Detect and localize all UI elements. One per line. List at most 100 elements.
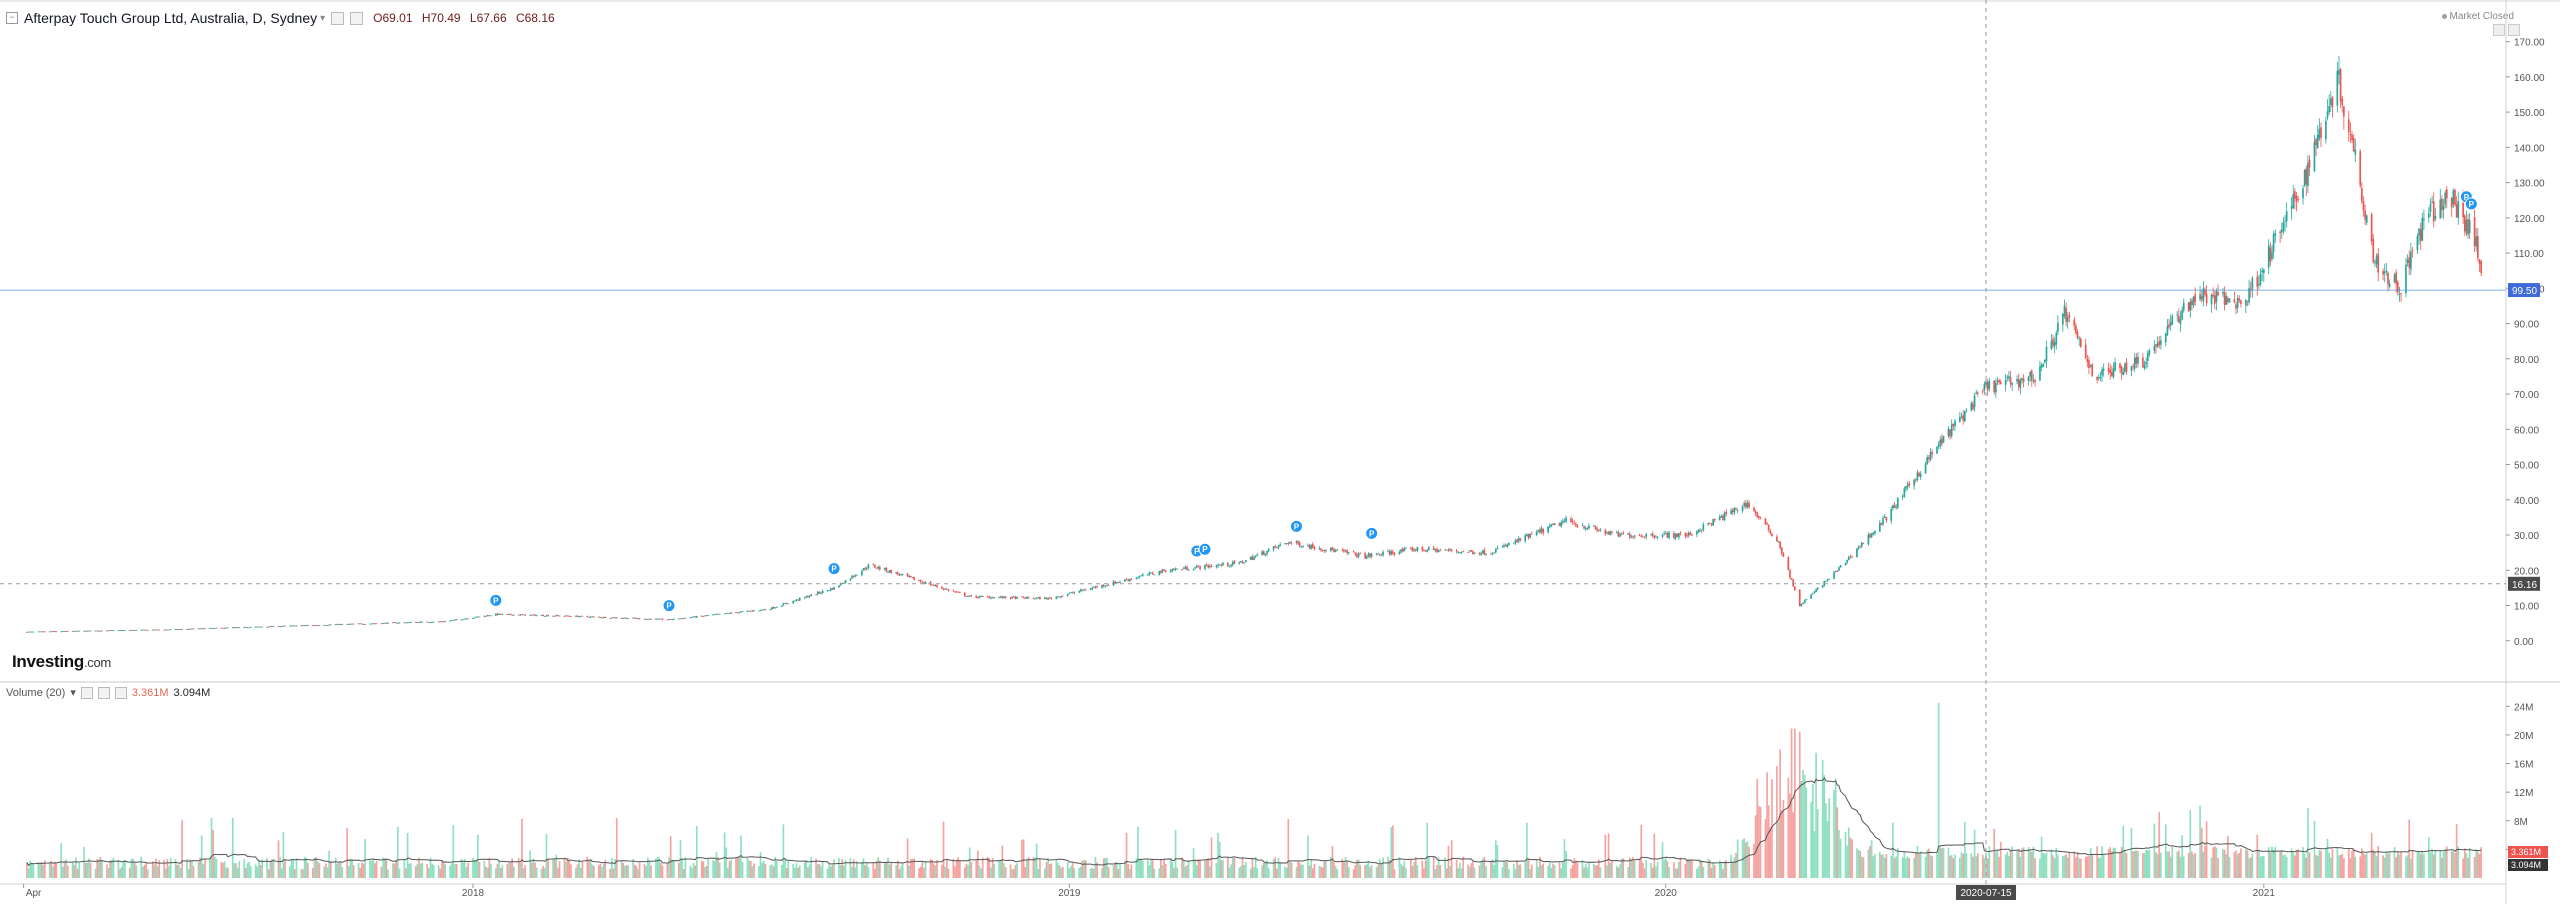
- candle-body: [213, 628, 216, 629]
- volume-bar: [1939, 847, 1942, 878]
- candle-body: [1939, 439, 1942, 446]
- dividend-marker-icon[interactable]: P: [2464, 197, 2478, 211]
- candle-body: [2063, 305, 2066, 317]
- candle-body: [83, 630, 85, 632]
- volume-bar: [2442, 852, 2445, 878]
- collapse-icon[interactable]: −: [6, 12, 18, 24]
- candle: [266, 626, 268, 628]
- zoom-in-icon[interactable]: [2493, 24, 2505, 36]
- volume-bar: [645, 866, 647, 878]
- candle-body: [1604, 529, 1607, 534]
- candle: [1405, 546, 1407, 549]
- volume-bar: [895, 865, 897, 878]
- candle: [535, 614, 538, 617]
- volume-bar: [44, 860, 46, 878]
- candle-body: [2227, 298, 2229, 302]
- volume-bar: [1434, 869, 1437, 878]
- close-icon[interactable]: [350, 11, 364, 25]
- volume-bar: [2066, 857, 2069, 878]
- volume-bar: [624, 865, 626, 878]
- volume-bar: [1001, 845, 1004, 878]
- volume-bar: [1457, 868, 1460, 878]
- volume-bar: [604, 859, 607, 878]
- candle: [2091, 363, 2094, 378]
- dividend-marker-icon[interactable]: P: [1365, 526, 1379, 540]
- volume-bar: [1382, 857, 1384, 878]
- volume-bar: [1302, 864, 1304, 878]
- dividend-marker-icon[interactable]: P: [662, 599, 676, 613]
- volume-bar: [1195, 865, 1198, 878]
- candle: [601, 617, 603, 619]
- volume-bar: [1343, 861, 1345, 878]
- candle: [1401, 546, 1404, 553]
- candle-body: [2441, 198, 2443, 211]
- candle-body: [875, 567, 878, 569]
- candle: [258, 626, 260, 628]
- volume-bar: [875, 860, 878, 878]
- candle: [382, 622, 384, 624]
- candle: [1901, 494, 1904, 501]
- dividend-marker-icon[interactable]: P: [1198, 542, 1212, 556]
- chevron-down-icon[interactable]: ▾: [70, 687, 76, 699]
- candle: [1047, 597, 1049, 601]
- candle-body: [1699, 530, 1701, 531]
- candle-body: [2008, 376, 2010, 379]
- volume-bar: [2156, 854, 2159, 878]
- candle: [372, 623, 375, 625]
- candle-body: [472, 617, 474, 619]
- candle: [1181, 568, 1183, 571]
- candle-body: [2099, 376, 2102, 379]
- volume-bar: [1588, 861, 1590, 878]
- candle: [952, 589, 955, 592]
- candle: [522, 614, 525, 616]
- volume-bar: [486, 867, 489, 878]
- candle: [1710, 522, 1713, 527]
- volume-bar: [1011, 869, 1014, 878]
- candle-body: [1950, 424, 1953, 436]
- candle: [284, 625, 286, 627]
- candle-body: [638, 618, 641, 620]
- volume-bar: [1686, 859, 1688, 878]
- dividend-marker-icon[interactable]: P: [1289, 519, 1303, 533]
- volume-bar: [2169, 856, 2172, 878]
- candle-body: [1267, 549, 1270, 552]
- visibility-icon[interactable]: [80, 686, 93, 699]
- volume-bar: [1638, 858, 1641, 878]
- symbol-title[interactable]: Afterpay Touch Group Ltd, Australia, D, …: [24, 10, 318, 26]
- candle-body: [521, 614, 523, 616]
- candle: [1462, 550, 1464, 553]
- dividend-marker-icon[interactable]: P: [489, 593, 503, 607]
- volume-bar: [839, 865, 842, 878]
- candle-body: [1127, 579, 1130, 581]
- candle: [2351, 131, 2353, 144]
- candle-body: [913, 577, 915, 581]
- candle: [2349, 122, 2352, 143]
- candle: [1414, 548, 1417, 552]
- logo-suffix: .com: [83, 655, 111, 670]
- candle: [128, 629, 131, 631]
- candle-body: [1106, 585, 1108, 586]
- candle: [890, 569, 893, 574]
- candle: [1160, 570, 1162, 575]
- settings-icon[interactable]: [331, 11, 345, 25]
- close-icon[interactable]: [114, 686, 127, 699]
- volume-label[interactable]: Volume (20): [6, 686, 66, 699]
- zoom-out-icon[interactable]: [2508, 24, 2520, 36]
- settings-icon[interactable]: [97, 686, 110, 699]
- candle-body: [1687, 532, 1690, 536]
- candle: [821, 589, 824, 594]
- candle: [1222, 561, 1224, 566]
- volume-bar: [1222, 860, 1224, 878]
- candle: [735, 611, 737, 614]
- volume-bar: [821, 861, 824, 878]
- candle-body: [261, 626, 264, 628]
- candle: [1668, 530, 1670, 540]
- chevron-down-icon[interactable]: ▾: [320, 12, 326, 24]
- volume-bar: [1916, 846, 1919, 878]
- candle-body: [1803, 600, 1806, 604]
- volume-bar: [1220, 860, 1223, 878]
- candle-body: [1210, 565, 1213, 568]
- dividend-marker-icon[interactable]: P: [827, 562, 841, 576]
- volume-bar: [1949, 855, 1951, 878]
